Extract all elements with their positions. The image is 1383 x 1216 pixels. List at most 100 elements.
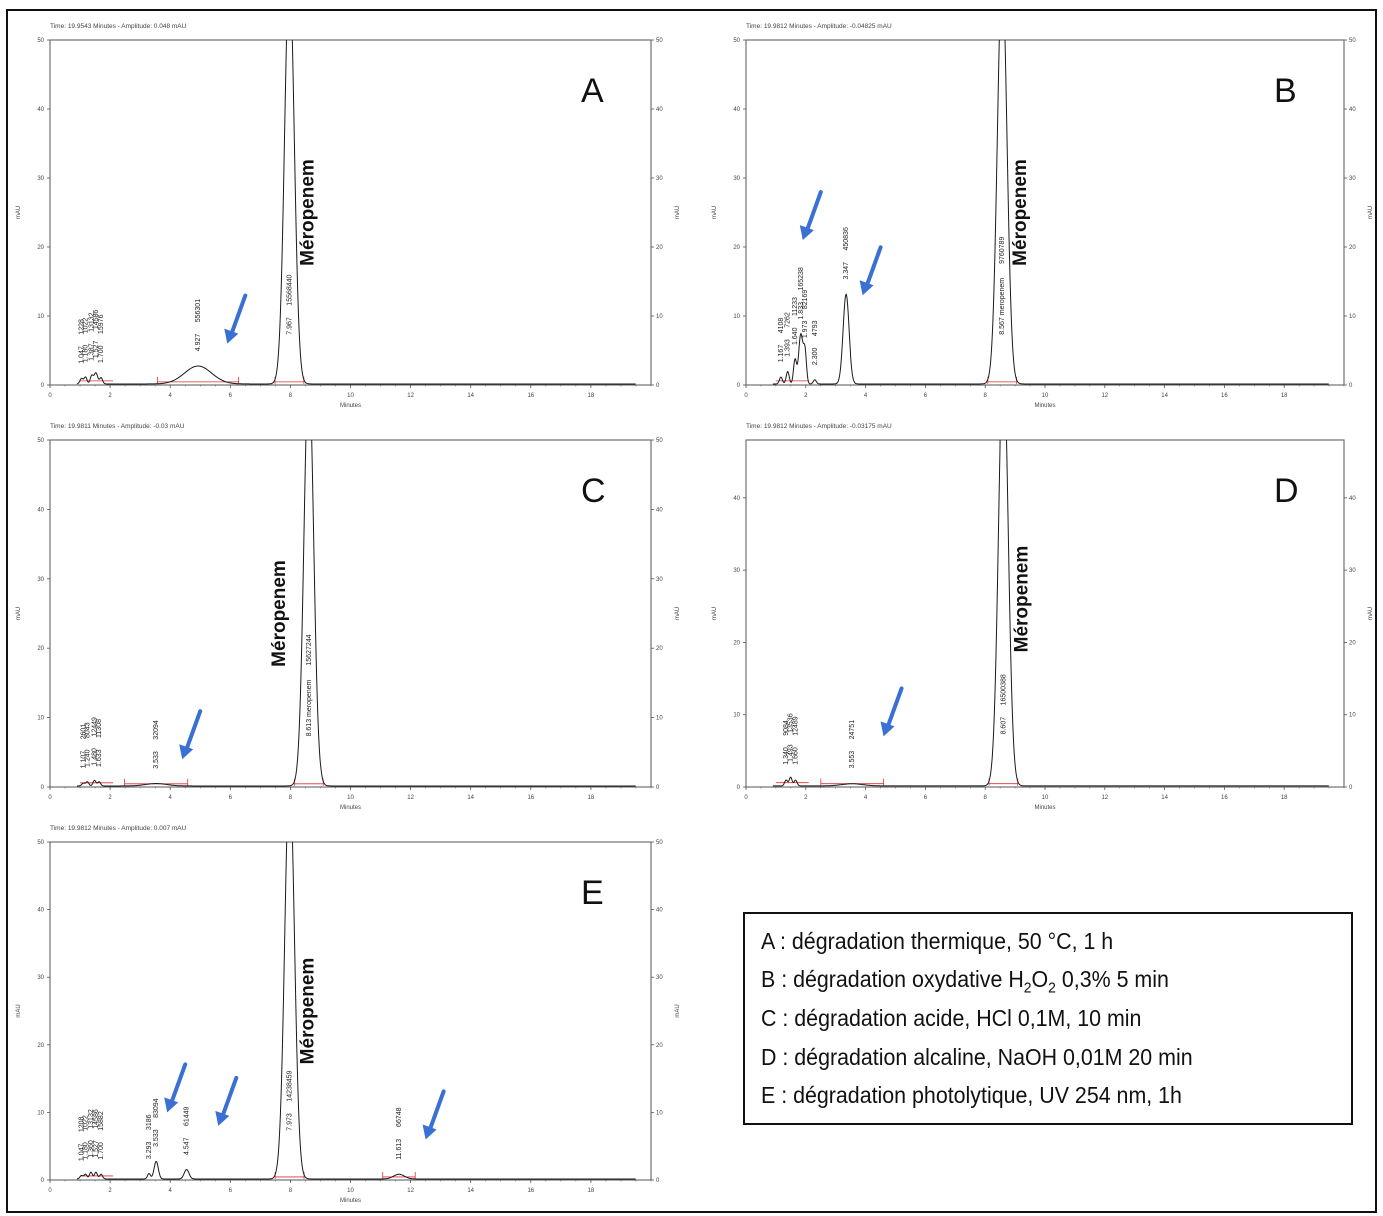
x-axis-label: Minutes [1034,403,1055,409]
arrow-head [179,744,194,760]
peak-area-label: 11308 [96,719,103,738]
y-tick-label-left: 0 [41,383,45,389]
peak-rt-label: 1.527 [93,341,100,359]
x-tick-label: 10 [1042,795,1049,801]
arrow-shaft [428,1089,446,1130]
x-tick-label: 18 [1281,795,1288,801]
y-tick-label-left: 10 [733,314,740,320]
y-tick-label-left: 10 [733,713,740,719]
y-tick-label-left: 40 [37,507,44,513]
x-tick-label: 4 [169,1188,173,1194]
peak-area-label: 450836 [843,227,850,250]
y-tick-label-right: 20 [1349,640,1356,646]
y-tick-label-right: 0 [656,383,660,389]
arrow-shaft [185,709,203,750]
legend-line-c: C : dégradation acide, HCl 0,1M, 10 min [761,1005,1142,1031]
peak-area-label: 15627244 [306,634,313,665]
y-tick-label-right: 0 [1349,383,1353,389]
peak-rt-label: 1.167 [778,345,785,363]
peak-rt-label: 1.700 [98,345,105,363]
y-axis-label-left: mAU [16,607,22,620]
x-tick-label: 16 [1221,795,1228,801]
peak-area-label: 14238459 [287,1070,294,1101]
legend-line-b: B : dégradation oxydative H2O2 0,3% 5 mi… [761,966,1169,997]
arrow-head [164,1097,179,1113]
peak-area-label: 15882 [98,1111,105,1131]
peak-area-label: 11233 [792,297,799,316]
peak-area-label: 7262 [785,312,792,328]
peak-rt-label: 1.340 [783,747,790,765]
y-axis-label-right: mAU [1368,206,1374,219]
arrow-shaft [170,1062,188,1103]
x-tick-label: 0 [48,795,52,801]
x-tick-label: 16 [527,393,534,399]
y-axis-label-right: mAU [1368,607,1374,620]
peak-rt-label: 4.547 [184,1137,191,1155]
peak-area-label: 13536 [788,713,795,733]
y-tick-label-left: 30 [733,568,740,574]
y-tick-label-left: 0 [737,785,741,791]
peak-rt-label: 1.360 [88,1140,95,1158]
compound-label: Méropenem [1011,546,1032,653]
arrow-shaft [221,1075,239,1116]
y-tick-label-left: 10 [37,716,44,722]
arrow-head [215,1110,230,1126]
peak-area-label: 8043 [84,722,91,738]
y-tick-label-right: 50 [1349,38,1356,44]
legend-b-sub1: 2 [1023,979,1032,997]
y-tick-label-right: 20 [1349,245,1356,251]
y-tick-label-left: 40 [37,908,44,914]
peak-rt-label: 1.700 [98,1142,105,1160]
y-tick-label-left: 10 [37,1110,44,1116]
y-tick-label-right: 10 [656,1110,663,1116]
x-tick-label: 8 [984,795,988,801]
y-axis-label-left: mAU [16,206,22,219]
y-tick-label-right: 50 [656,840,663,846]
peak-rt-label: 4.927 [195,334,202,352]
arrow-shaft [230,293,248,334]
y-tick-label-left: 50 [37,840,44,846]
peak-rt-label: 1.387 [89,343,96,361]
chromatogram-panel-c: Time: 19.9811 Minutes - Amplitude: -0.03… [12,418,687,820]
legend-b-suffix: 0,3% 5 min [1055,966,1169,992]
y-tick-label-right: 30 [656,577,663,583]
chromatogram-svg-d: Time: 19.9812 Minutes - Amplitude: -0.03… [712,423,1374,811]
x-tick-label: 8 [289,393,293,399]
chromatogram-trace [77,440,636,787]
legend-b-prefix: B : dégradation oxydative H [761,966,1024,992]
panel-header: Time: 19.9543 Minutes - Amplitude: 0.048… [50,23,187,30]
peak-area-label: 1022 [82,318,89,334]
x-tick-label: 10 [1042,393,1049,399]
x-tick-label: 8 [289,795,293,801]
chromatogram-panel-a: Time: 19.9543 Minutes - Amplitude: 0.048… [12,18,687,418]
y-tick-label-right: 40 [1349,107,1356,113]
x-tick-label: 10 [347,795,354,801]
peak-rt-label: 7.967 [286,317,293,335]
y-tick-label-left: 0 [737,383,741,389]
arrow-shaft [865,245,883,286]
compound-label: Méropenem [297,159,318,266]
x-tick-label: 2 [108,393,112,399]
y-tick-label-left: 30 [37,577,44,583]
peak-area-label: 12449 [91,717,98,737]
chromatogram-panel-e: Time: 19.9812 Minutes - Amplitude: 0.007… [12,820,687,1213]
legend-line-e: E : dégradation photolytique, UV 254 nm,… [761,1082,1182,1108]
y-tick-label-left: 10 [37,314,44,320]
chromatogram-trace [76,40,636,385]
peak-rt-label: 1.633 [96,749,103,767]
peak-rt-label: 1.180 [82,1142,89,1160]
peak-rt-label: 2.300 [812,347,819,365]
peak-area-label: 1022 [82,1115,89,1131]
peak-rt-label: 8.607 [1000,717,1007,735]
arrow-head [799,225,814,241]
y-tick-label-left: 50 [37,438,44,444]
x-tick-label: 6 [229,393,233,399]
panel-letter: C [581,472,606,510]
y-tick-label-right: 10 [1349,314,1356,320]
peak-area-label: 165238 [798,267,805,290]
peak-area-label: 4793 [812,320,819,336]
plot-frame [745,39,1345,386]
legend-line-a: A : dégradation thermique, 50 °C, 1 h [761,928,1114,954]
peak-area-label: 9760789 [999,237,1006,264]
x-axis-label: Minutes [340,805,361,811]
